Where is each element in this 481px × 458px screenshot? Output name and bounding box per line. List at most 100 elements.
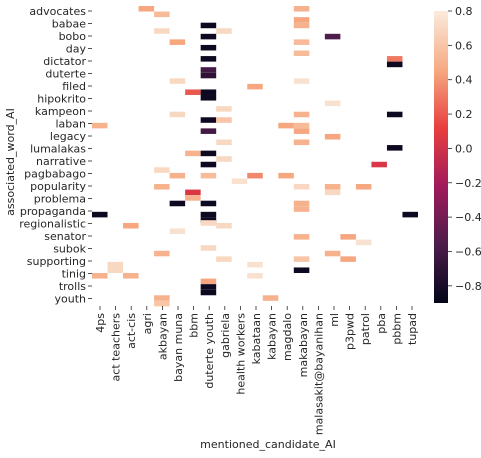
heatmap-cell	[293, 78, 310, 84]
x-tick-label: kabayan	[266, 313, 279, 360]
x-tick-label: act teachers	[110, 313, 123, 382]
heatmap-cell	[340, 256, 356, 262]
heatmap-cell	[293, 17, 310, 23]
y-tick-label: pagbabago	[24, 168, 86, 181]
heatmap-cell	[200, 33, 217, 40]
heatmap-cell	[386, 111, 403, 118]
y-tick-label: regionalistic	[19, 218, 86, 231]
heatmap-cell	[92, 273, 108, 279]
x-tick-label: malasakit@bayanihan	[312, 313, 325, 435]
x-tick-label: duterte youth	[203, 313, 216, 389]
y-tick-label: narrative	[36, 155, 86, 168]
y-tick-label: dictator	[43, 55, 86, 68]
colorbar-tick-label: 0.4	[455, 74, 473, 87]
heatmap-cell	[293, 111, 310, 118]
heatmap-cell	[324, 100, 341, 107]
y-tick-label: trolls	[59, 280, 86, 293]
heatmap-cell	[262, 295, 279, 301]
y-tick-label: tinig	[62, 268, 86, 281]
heatmap-cell	[185, 195, 201, 201]
heatmap-cell	[200, 67, 217, 73]
x-tick-label: health workers	[234, 313, 247, 395]
x-tick-label: pbbm	[390, 313, 403, 345]
y-tick-label: advocates	[29, 5, 86, 18]
heatmap-cell	[216, 117, 232, 123]
heatmap-cell	[402, 211, 418, 218]
heatmap-cell	[293, 267, 310, 274]
y-tick-label: popularity	[30, 180, 86, 193]
y-tick-label: legacy	[50, 130, 87, 143]
heatmap-cell	[216, 222, 232, 229]
heatmap-cell	[278, 172, 294, 179]
colorbar-tick-label: 0.2	[455, 108, 473, 121]
colorbar-tick-label: −0.8	[455, 280, 481, 293]
heatmap-cell	[293, 22, 310, 29]
heatmap-cell	[293, 200, 310, 207]
heatmap-cell	[247, 172, 263, 179]
heatmap-cell	[293, 6, 310, 12]
heatmap-cell	[293, 122, 310, 129]
heatmap-cell	[216, 156, 232, 162]
heatmap-cell	[216, 256, 232, 262]
heatmap-cell	[154, 184, 170, 190]
heatmap-cell	[169, 172, 186, 179]
heatmap-cell	[200, 117, 217, 123]
heatmap-cell	[169, 228, 186, 235]
heatmap-cell	[154, 167, 170, 173]
heatmap-cell	[293, 139, 310, 146]
heatmap-cell	[107, 267, 124, 274]
y-tick-label: day	[66, 43, 87, 56]
heatmap-cell	[247, 261, 263, 268]
heatmap-cell	[123, 222, 139, 229]
heatmap-cell	[154, 11, 170, 18]
x-tick-label: bayan muna	[172, 313, 185, 382]
heatmap-cell	[200, 22, 217, 29]
heatmap-cell	[154, 28, 170, 34]
x-tick-label: agri	[141, 313, 154, 334]
heatmap-cell	[154, 300, 170, 307]
heatmap-cell	[185, 189, 201, 196]
heatmap-cell	[355, 239, 372, 246]
y-tick-label: bobo	[59, 30, 87, 43]
x-tick-label: bbm	[188, 313, 201, 338]
heatmap-cell	[169, 78, 186, 84]
heatmap-cell	[200, 128, 217, 134]
heatmap-cell	[169, 111, 186, 118]
x-tick-label: akbayan	[156, 313, 169, 360]
heatmap-cell	[138, 6, 155, 12]
heatmap-cell	[293, 39, 310, 45]
heatmap-cell	[200, 172, 217, 179]
colorbar	[434, 11, 448, 303]
heatmap-cell	[107, 261, 124, 268]
heatmap-cell	[200, 278, 217, 285]
x-tick-label: kabataan	[250, 313, 263, 364]
heatmap-cell	[293, 128, 310, 134]
heatmap-cell	[247, 273, 263, 279]
heatmap-cell	[200, 211, 217, 218]
heatmap-cell	[324, 33, 341, 40]
y-tick-label: supporting	[27, 255, 86, 268]
y-tick-label: laban	[56, 118, 87, 131]
heatmap-cell	[371, 161, 387, 168]
colorbar-tick-label: 0.0	[455, 142, 473, 155]
x-axis-label: mentioned_candidate_AI	[200, 438, 336, 451]
colorbar-tick-label: 0.6	[455, 39, 473, 52]
heatmap-cell	[123, 273, 139, 279]
x-tick-label: act-cis	[125, 313, 138, 349]
heatmap-cell	[200, 289, 217, 296]
heatmap-cell	[386, 56, 403, 62]
heatmap-cell	[386, 145, 403, 151]
heatmap-cell	[293, 50, 310, 57]
heatmap-cell	[216, 106, 232, 112]
y-tick-label: problema	[34, 193, 86, 206]
heatmap-cell	[278, 122, 294, 129]
colorbar-tick-label: −0.2	[455, 177, 481, 190]
y-tick-label: propaganda	[20, 205, 86, 218]
x-tick-label: gabriela	[219, 313, 232, 358]
x-tick-label: magdalo	[281, 313, 294, 361]
y-tick-label: duterte	[45, 68, 86, 81]
heatmap-cell	[340, 234, 356, 240]
heatmap-cell	[169, 39, 186, 45]
heatmap-cell	[200, 284, 217, 290]
